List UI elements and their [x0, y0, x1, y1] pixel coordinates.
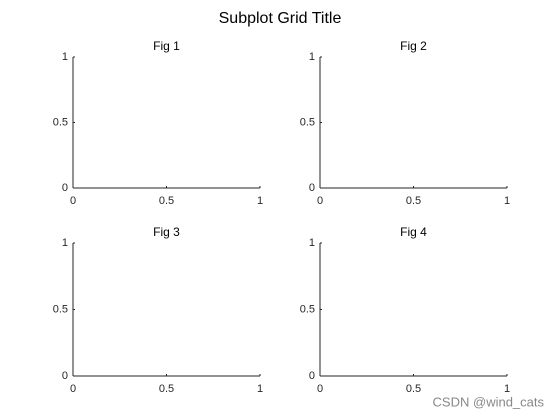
axes-title: Fig 1 [153, 39, 180, 53]
x-tick-label: 0 [70, 383, 76, 395]
y-tick-label: 0 [309, 182, 315, 194]
x-tick-label: 0.5 [406, 383, 421, 395]
y-tick-label: 0.5 [300, 303, 315, 315]
x-tick-label: 1 [504, 383, 510, 395]
x-tick-label: 0.5 [159, 383, 174, 395]
x-tick-label: 1 [257, 195, 263, 207]
y-tick-label: 1 [309, 51, 315, 63]
figure-title: Subplot Grid Title [219, 10, 342, 27]
y-tick-label: 1 [309, 237, 315, 249]
axes-title: Fig 2 [400, 39, 427, 53]
x-tick-label: 0 [70, 195, 76, 207]
y-tick-label: 0 [62, 370, 68, 382]
y-tick-label: 0.5 [300, 116, 315, 128]
y-tick-label: 1 [62, 237, 68, 249]
axes-title: Fig 4 [400, 225, 427, 239]
x-tick-label: 0.5 [159, 195, 174, 207]
x-tick-label: 0 [317, 383, 323, 395]
y-tick-label: 1 [62, 51, 68, 63]
y-tick-label: 0.5 [53, 116, 68, 128]
y-tick-label: 0 [62, 182, 68, 194]
watermark: CSDN @wind_cats [433, 394, 545, 409]
x-tick-label: 0.5 [406, 195, 421, 207]
x-tick-label: 1 [257, 383, 263, 395]
x-tick-label: 1 [504, 195, 510, 207]
y-tick-label: 0 [309, 370, 315, 382]
y-tick-label: 0.5 [53, 303, 68, 315]
x-tick-label: 0 [317, 195, 323, 207]
axes-title: Fig 3 [153, 225, 180, 239]
